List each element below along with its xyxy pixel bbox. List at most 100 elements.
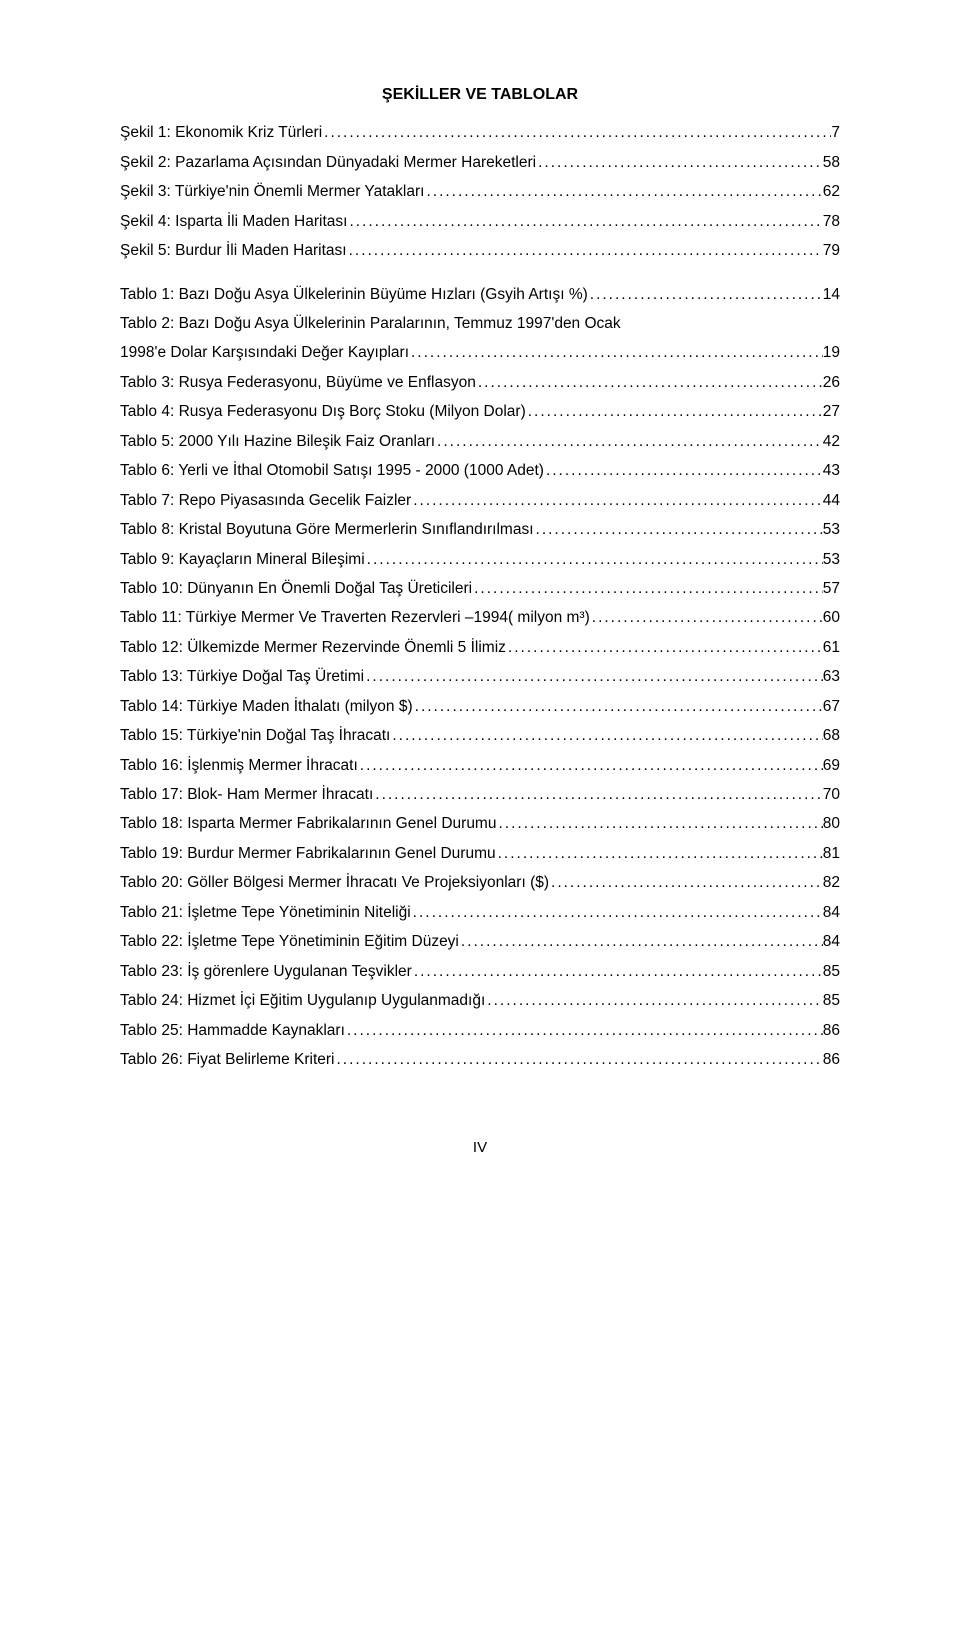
- tablo-entry: Tablo 26: Fiyat Belirleme Kriteri 86: [120, 1045, 840, 1074]
- sekil-entry-page: 78: [823, 207, 840, 236]
- toc-dots: [496, 839, 823, 868]
- tablo-entry-page: 70: [823, 780, 840, 809]
- tablo-entry-page: 80: [823, 809, 840, 838]
- tablo-entry: Tablo 7: Repo Piyasasında Gecelik Faizle…: [120, 486, 840, 515]
- sekil-entry-page: 7: [831, 118, 840, 147]
- tablo-entry-label: Tablo 11: Türkiye Mermer Ve Traverten Re…: [120, 603, 590, 632]
- tablo-entry-label: Tablo 10: Dünyanın En Önemli Doğal Taş Ü…: [120, 574, 472, 603]
- toc-container: Şekil 1: Ekonomik Kriz Türleri 7 Şekil 2: …: [120, 118, 840, 1074]
- tablo-entry-cont: 1998'e Dolar Karşısındaki Değer Kayıplar…: [120, 338, 840, 367]
- tablo-entry: Tablo 9: Kayaçların Mineral Bileşimi53: [120, 545, 840, 574]
- toc-dots: [424, 177, 822, 206]
- tablo-entry-page: 84: [823, 898, 840, 927]
- tablo-entry-label: Tablo 15: Türkiye'nin Doğal Taş İhracatı: [120, 721, 390, 750]
- tablo-entry-label: Tablo 17: Blok- Ham Mermer İhracatı: [120, 780, 373, 809]
- toc-dots: [549, 868, 823, 897]
- toc-dots: [411, 898, 823, 927]
- tablo-entry: Tablo 16: İşlenmiş Mermer İhracatı 69: [120, 751, 840, 780]
- tablo-entry: Tablo 23: İş görenlere Uygulanan Teşvikl…: [120, 957, 840, 986]
- tablo-entry: Tablo 24: Hizmet İçi Eğitim Uygulanıp Uy…: [120, 986, 840, 1015]
- tablo-entry-page: 68: [823, 721, 840, 750]
- tablo-entry-label: Tablo 23: İş görenlere Uygulanan Teşvikl…: [120, 957, 412, 986]
- tablo-entry-label: Tablo 7: Repo Piyasasında Gecelik Faizle…: [120, 486, 411, 515]
- tablo-entry-page: 86: [823, 1016, 840, 1045]
- toc-dots: [536, 148, 823, 177]
- tablo-entry: Tablo 12: Ülkemizde Mermer Rezervinde Ön…: [120, 633, 840, 662]
- tablo-entry-page: 67: [823, 692, 840, 721]
- sekil-entry-label: Şekil 1: Ekonomik Kriz Türleri: [120, 118, 322, 147]
- toc-dots: [365, 545, 823, 574]
- sekil-entry-page: 58: [823, 148, 840, 177]
- tablo-entry-label-line1: Tablo 2: Bazı Doğu Asya Ülkelerinin Para…: [120, 309, 621, 338]
- tablo-entry: Tablo 5: 2000 Yılı Hazine Bileşik Faiz O…: [120, 427, 840, 456]
- tablo-entry-label: Tablo 5: 2000 Yılı Hazine Bileşik Faiz O…: [120, 427, 435, 456]
- tablo-entry: Tablo 20: Göller Bölgesi Mermer İhracatı…: [120, 868, 840, 897]
- toc-dots: [544, 456, 823, 485]
- tablo-entry-cont-page: 19: [823, 338, 840, 367]
- sekil-entry-label: Şekil 2: Pazarlama Açısından Dünyadaki M…: [120, 148, 536, 177]
- tablo-entry-label: Tablo 1: Bazı Doğu Asya Ülkelerinin Büyü…: [120, 280, 588, 309]
- tablo-entry-page: 61: [823, 633, 840, 662]
- tablo-entry: Tablo 21: İşletme Tepe Yönetiminin Nitel…: [120, 898, 840, 927]
- sekil-entry: Şekil 3: Türkiye'nin Önemli Mermer Yatak…: [120, 177, 840, 206]
- tablo-entry: Tablo 15: Türkiye'nin Doğal Taş İhracatı…: [120, 721, 840, 750]
- tablo-entry: Tablo 11: Türkiye Mermer Ve Traverten Re…: [120, 603, 840, 632]
- sekil-entry: Şekil 2: Pazarlama Açısından Dünyadaki M…: [120, 148, 840, 177]
- tablo-entry: Tablo 1: Bazı Doğu Asya Ülkelerinin Büyü…: [120, 280, 840, 309]
- tablo-entry-label: Tablo 25: Hammadde Kaynakları: [120, 1016, 345, 1045]
- sekil-entry: Şekil 4: Isparta İli Maden Haritası 78: [120, 207, 840, 236]
- tablo-entry-label: Tablo 8: Kristal Boyutuna Göre Mermerler…: [120, 515, 534, 544]
- tablo-entry-page: 26: [823, 368, 840, 397]
- tablo-entry-page: 43: [823, 456, 840, 485]
- tablo-entry-page: 85: [823, 986, 840, 1015]
- tablo-entry-page: 84: [823, 927, 840, 956]
- toc-dots: [476, 368, 823, 397]
- toc-dots: [459, 927, 823, 956]
- toc-dots: [485, 986, 822, 1015]
- toc-dots: [345, 1016, 823, 1045]
- toc-dots: [590, 603, 823, 632]
- tablo-entry-page: 69: [823, 751, 840, 780]
- toc-dots: [496, 809, 822, 838]
- tablo-entry: Tablo 10: Dünyanın En Önemli Doğal Taş Ü…: [120, 574, 840, 603]
- tablo-entry-page: 27: [823, 397, 840, 426]
- toc-dots: [506, 633, 823, 662]
- tablo-entry-label: Tablo 13: Türkiye Doğal Taş Üretimi: [120, 662, 364, 691]
- sekil-entry-label: Şekil 3: Türkiye'nin Önemli Mermer Yatak…: [120, 177, 424, 206]
- tablo-entry-page: 86: [823, 1045, 840, 1074]
- tablo-entry-cont-label: 1998'e Dolar Karşısındaki Değer Kayıplar…: [120, 338, 409, 367]
- tablo-entry-page: 82: [823, 868, 840, 897]
- tablo-entry-page: 57: [823, 574, 840, 603]
- tablo-entry-label: Tablo 3: Rusya Federasyonu, Büyüme ve En…: [120, 368, 476, 397]
- tablo-entry-label: Tablo 24: Hizmet İçi Eğitim Uygulanıp Uy…: [120, 986, 485, 1015]
- tablo-entry-label: Tablo 16: İşlenmiş Mermer İhracatı: [120, 751, 358, 780]
- tablo-entry-page: 60: [823, 603, 840, 632]
- tablo-entry: Tablo 25: Hammadde Kaynakları 86: [120, 1016, 840, 1045]
- page-title: ŞEKİLLER VE TABLOLAR: [120, 80, 840, 110]
- toc-dots: [347, 236, 823, 265]
- tablo-entry-page: 44: [823, 486, 840, 515]
- sekil-entry-page: 79: [823, 236, 840, 265]
- toc-dots: [472, 574, 823, 603]
- toc-dots: [358, 751, 823, 780]
- sekil-entry-label: Şekil 5: Burdur İli Maden Haritası: [120, 236, 347, 265]
- toc-dots: [390, 721, 822, 750]
- tablo-entry-page: 42: [823, 427, 840, 456]
- toc-dots: [373, 780, 822, 809]
- tablo-entry-label: Tablo 12: Ülkemizde Mermer Rezervinde Ön…: [120, 633, 506, 662]
- toc-dots: [335, 1045, 823, 1074]
- toc-dots: [347, 207, 822, 236]
- toc-dots: [413, 692, 823, 721]
- tablo-entry-label: Tablo 22: İşletme Tepe Yönetiminin Eğiti…: [120, 927, 459, 956]
- section-gap: [120, 266, 840, 280]
- tablo-entry: Tablo 2: Bazı Doğu Asya Ülkelerinin Para…: [120, 309, 840, 338]
- sekil-entry: Şekil 1: Ekonomik Kriz Türleri 7: [120, 118, 840, 147]
- tablo-entry-page: 85: [823, 957, 840, 986]
- sekil-entry-label: Şekil 4: Isparta İli Maden Haritası: [120, 207, 347, 236]
- tablo-entry: Tablo 17: Blok- Ham Mermer İhracatı 70: [120, 780, 840, 809]
- tablo-entry-label: Tablo 18: Isparta Mermer Fabrikalarının …: [120, 809, 496, 838]
- tablo-entry-page: 53: [823, 515, 840, 544]
- tablo-entry-label: Tablo 26: Fiyat Belirleme Kriteri: [120, 1045, 335, 1074]
- toc-dots: [409, 338, 823, 367]
- tablo-entry: Tablo 8: Kristal Boyutuna Göre Mermerler…: [120, 515, 840, 544]
